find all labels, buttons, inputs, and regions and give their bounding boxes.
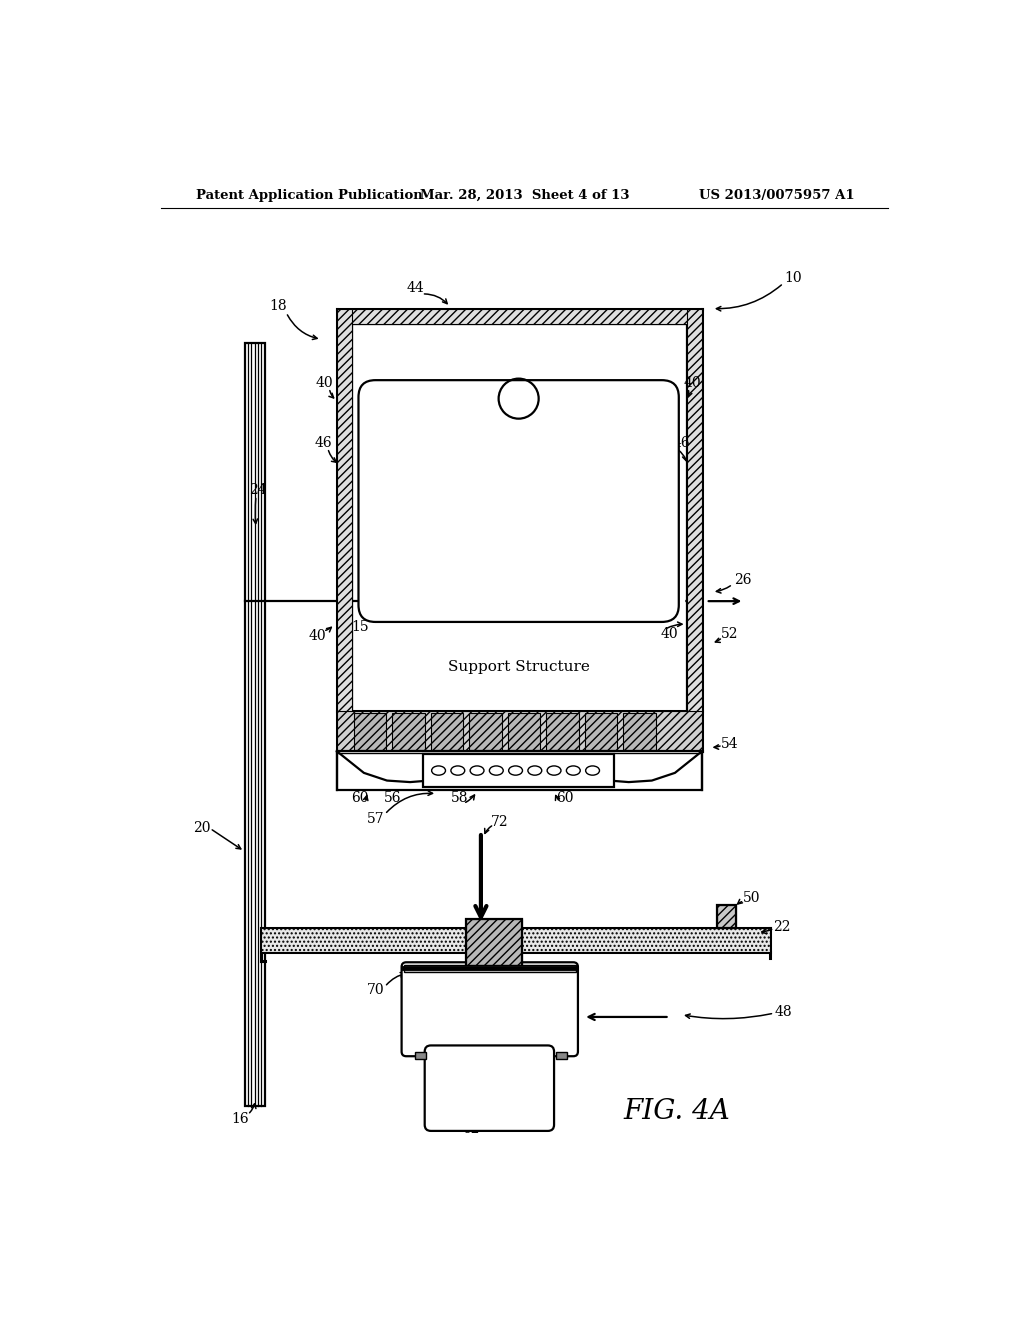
Text: 40: 40 (684, 376, 701, 391)
Text: 10: 10 (784, 271, 802, 285)
Text: 50: 50 (742, 891, 760, 904)
Text: 57: 57 (367, 812, 384, 826)
FancyBboxPatch shape (358, 380, 679, 622)
Text: 46: 46 (415, 433, 432, 446)
Bar (469, 713, 502, 750)
Text: 26: 26 (734, 573, 752, 587)
Bar (337, 309, 701, 323)
Text: 40: 40 (308, 628, 326, 643)
Ellipse shape (470, 766, 484, 775)
Text: 40: 40 (660, 627, 678, 642)
FancyBboxPatch shape (425, 1045, 554, 1131)
Text: US 2013/0075957 A1: US 2013/0075957 A1 (698, 189, 854, 202)
Text: 70: 70 (367, 983, 384, 997)
Text: 46: 46 (314, 437, 332, 450)
Ellipse shape (528, 766, 542, 775)
Text: 66: 66 (409, 1035, 426, 1049)
Text: 48: 48 (775, 1005, 793, 1019)
Text: 60: 60 (556, 791, 573, 804)
Bar (337, 309, 352, 751)
Text: 56: 56 (384, 791, 401, 804)
Bar (403, 965, 575, 972)
Bar (416, 1052, 426, 1059)
Ellipse shape (432, 766, 445, 775)
Text: 46: 46 (673, 437, 690, 450)
Bar (431, 713, 463, 750)
Text: 40: 40 (315, 376, 334, 391)
Ellipse shape (566, 766, 581, 775)
Bar (508, 713, 541, 750)
Text: 68: 68 (529, 1006, 548, 1020)
Text: FIG. 4A: FIG. 4A (624, 1098, 731, 1125)
Ellipse shape (451, 766, 465, 775)
Bar (337, 711, 701, 751)
Text: 52: 52 (721, 627, 738, 642)
Text: 24: 24 (249, 483, 266, 496)
Bar (423, 755, 614, 787)
Text: 44: 44 (407, 281, 424, 294)
Text: Mar. 28, 2013  Sheet 4 of 13: Mar. 28, 2013 Sheet 4 of 13 (420, 189, 630, 202)
Bar (585, 713, 617, 750)
Ellipse shape (586, 766, 599, 775)
Text: 16: 16 (231, 1113, 249, 1126)
Text: 22: 22 (773, 920, 791, 933)
Bar (717, 906, 736, 928)
Text: Support Structure: Support Structure (449, 660, 591, 673)
Bar (466, 919, 521, 966)
Text: 54: 54 (721, 737, 738, 751)
Bar (624, 713, 655, 750)
FancyBboxPatch shape (401, 962, 578, 1056)
Text: 72: 72 (492, 816, 509, 829)
Text: 18: 18 (269, 300, 287, 313)
Bar (261, 928, 770, 952)
Bar (245, 343, 264, 1106)
Bar (337, 751, 701, 789)
Text: Patent Application Publication: Patent Application Publication (196, 189, 423, 202)
Bar (466, 919, 521, 966)
Bar (686, 309, 701, 751)
Ellipse shape (489, 766, 503, 775)
Bar (556, 1052, 567, 1059)
Bar (392, 713, 425, 750)
Text: 20: 20 (193, 821, 210, 836)
Text: 14: 14 (614, 455, 632, 470)
Text: 3D Part: 3D Part (489, 529, 549, 543)
Text: 58: 58 (452, 791, 469, 804)
Text: 60: 60 (351, 791, 369, 804)
Bar (354, 713, 386, 750)
Bar (547, 713, 579, 750)
Bar (717, 906, 736, 928)
Ellipse shape (547, 766, 561, 775)
Text: 62: 62 (462, 1122, 479, 1135)
Ellipse shape (509, 766, 522, 775)
Text: 15: 15 (351, 619, 369, 634)
Text: 64: 64 (507, 1035, 524, 1049)
